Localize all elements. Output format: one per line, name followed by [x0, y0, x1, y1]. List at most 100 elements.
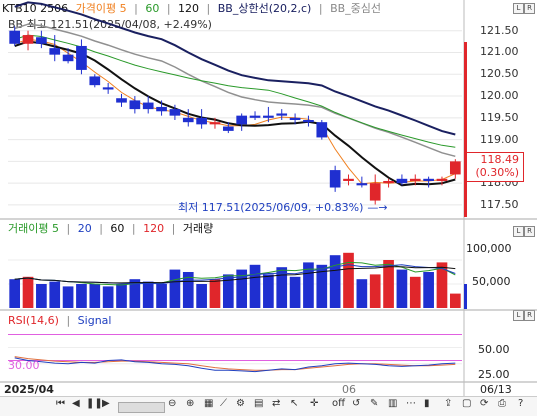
candle — [209, 122, 221, 125]
volume-bar — [36, 284, 47, 308]
export-icon[interactable]: ⇪ — [444, 398, 453, 409]
vol-legend-ma5[interactable]: 거래이평 5 — [8, 222, 59, 235]
scroll-slider[interactable] — [118, 402, 165, 413]
volume-bar — [449, 293, 461, 308]
candle — [303, 120, 314, 123]
candle — [383, 180, 394, 184]
low-annotation: 최저 117.51(2025/06/09, +0.83%) —→ — [178, 201, 388, 214]
ma120-line — [14, 40, 456, 187]
price-tick-label: 119.00 — [480, 132, 519, 146]
volume-bar — [76, 284, 87, 308]
volume-bar — [396, 269, 408, 308]
x-label-mid: 06 — [342, 383, 356, 396]
vol-legend-ma20[interactable]: 20 — [77, 222, 92, 235]
volume-bar — [156, 284, 167, 308]
ma5-line — [14, 38, 456, 185]
rsi-legend-rsi[interactable]: RSI(14,6) — [8, 314, 59, 327]
vol-legend-volume[interactable]: 거래량 — [182, 222, 214, 235]
help-icon[interactable]: ? — [518, 398, 524, 409]
dots-icon[interactable]: ⋯ — [406, 398, 416, 409]
current-price: 118.49 — [480, 153, 520, 166]
volume-bar — [196, 284, 207, 308]
volume-bar — [222, 274, 234, 308]
volume-bar — [182, 272, 194, 308]
bar-chart-icon[interactable]: ▥ — [388, 398, 398, 409]
print-icon[interactable]: ⎙ — [498, 398, 506, 409]
volume-bar — [276, 267, 288, 308]
candle — [49, 48, 61, 55]
candle — [289, 117, 301, 120]
refresh-icon[interactable]: ⟳ — [480, 398, 489, 409]
candle — [236, 115, 248, 125]
right-scale-button-volume[interactable]: R — [524, 226, 535, 237]
price-range-bar — [464, 42, 467, 217]
volume-bar — [316, 264, 328, 308]
grid-icon[interactable]: ▦ — [204, 398, 214, 409]
legend-ma120[interactable]: 120 — [178, 2, 200, 15]
candle — [356, 183, 368, 186]
volume-bar — [116, 284, 127, 308]
settings-icon[interactable]: ⚙ — [236, 398, 245, 409]
candle — [102, 87, 114, 90]
compare-icon[interactable]: ⇄ — [272, 398, 281, 409]
volume-bar — [169, 269, 181, 308]
right-scale-button[interactable]: R — [524, 3, 535, 14]
cursor-icon[interactable]: ↖ — [290, 398, 299, 409]
volume-bar — [236, 269, 248, 308]
candle — [263, 115, 274, 118]
undo-icon[interactable]: ↺ — [352, 398, 361, 409]
rsi-legend-signal[interactable]: Signal — [77, 314, 112, 327]
window-icon[interactable]: ▢ — [462, 398, 472, 409]
candle — [436, 178, 448, 181]
volume-axis-50k: 50,000 — [472, 275, 511, 288]
legend-bb-upper[interactable]: BB_상한선(20,2,c) — [217, 2, 312, 15]
candle — [449, 161, 461, 175]
volume-legend: 거래이평 5 | 20 | 60 | 120 | 거래량 — [8, 222, 214, 235]
chart-icon[interactable]: ▤ — [254, 398, 264, 409]
zoom-out-icon[interactable]: ⊖ — [168, 398, 177, 409]
price-legend: KTB10 2506 가격이평 5 | 60 | 120 | BB_상한선(20… — [2, 2, 382, 15]
volume-ma5-line — [14, 261, 456, 286]
x-label-left: 2025/04 — [4, 383, 54, 396]
prev-icon[interactable]: ◀ — [72, 398, 80, 409]
crosshair-icon[interactable]: ✛ — [310, 398, 319, 409]
vol-legend-ma60[interactable]: 60 — [110, 222, 125, 235]
volume-bar — [102, 286, 114, 308]
legend-bb-mid[interactable]: BB_중심선 — [330, 2, 382, 15]
line-icon[interactable]: ⟋ — [220, 398, 227, 409]
left-scale-button-volume[interactable]: L — [513, 226, 524, 237]
pause-icon[interactable]: ❚❚ — [86, 398, 103, 409]
candle — [409, 178, 421, 181]
next-icon[interactable]: ▶ — [102, 398, 110, 409]
legend-ma60[interactable]: 60 — [145, 2, 160, 15]
zoom-in-icon[interactable]: ⊕ — [186, 398, 195, 409]
volume-bar — [409, 276, 421, 308]
candle — [116, 98, 127, 103]
candle-icon[interactable]: ▮ — [424, 398, 430, 409]
rsi-level-label: 30.00 — [8, 359, 40, 372]
vol-legend-ma120[interactable]: 120 — [143, 222, 165, 235]
candle — [249, 115, 261, 118]
candle — [329, 170, 341, 188]
bottom-toolbar — [0, 396, 537, 416]
volume-axis-100k: 100,000 — [466, 242, 512, 255]
volume-bar — [129, 279, 141, 308]
draw-icon[interactable]: ✎ — [370, 398, 379, 409]
current-change: (0.30%) — [475, 166, 519, 179]
legend-ma5[interactable]: 가격이평 5 — [75, 2, 127, 15]
volume-bar — [62, 286, 74, 308]
volume-panel — [9, 252, 461, 308]
current-price-box: 118.49 (0.30%) — [466, 152, 524, 182]
x-label-right: 06/13 — [480, 383, 512, 396]
volume-bar — [343, 252, 354, 308]
left-scale-button[interactable]: L — [513, 3, 524, 14]
candle — [423, 178, 434, 181]
off-toggle[interactable]: off — [332, 398, 346, 409]
candle — [142, 102, 154, 110]
volume-bar — [49, 281, 61, 308]
candle — [343, 178, 354, 181]
volume-bar — [209, 279, 221, 308]
first-page-icon[interactable]: ⏮ — [56, 398, 65, 409]
rsi-line — [14, 357, 456, 373]
